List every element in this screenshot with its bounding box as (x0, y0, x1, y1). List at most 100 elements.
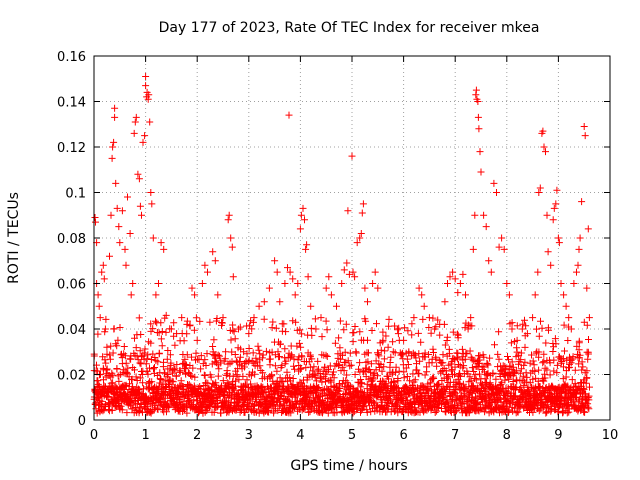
data-point (190, 326, 198, 334)
data-point (276, 353, 283, 361)
data-point (331, 339, 339, 347)
data-point (235, 376, 243, 384)
data-point (229, 326, 237, 334)
data-point (214, 397, 222, 404)
data-point (164, 347, 172, 354)
data-point (330, 368, 337, 376)
data-point (363, 408, 371, 416)
data-point (207, 373, 215, 381)
data-point (211, 358, 219, 366)
data-point (105, 406, 113, 413)
data-point (272, 324, 280, 332)
data-point (154, 358, 162, 366)
x-axis-label: GPS time / hours (290, 458, 407, 474)
data-point (245, 356, 253, 364)
data-point (157, 319, 165, 327)
data-point (182, 364, 190, 372)
data-point (109, 349, 117, 357)
data-point (123, 368, 131, 376)
data-point (135, 314, 143, 322)
data-point (108, 406, 116, 414)
data-point (146, 364, 153, 372)
data-point (296, 326, 304, 334)
data-point (325, 366, 332, 374)
data-point (128, 405, 136, 413)
data-point (357, 383, 365, 391)
data-point (156, 379, 164, 387)
data-point (297, 364, 305, 372)
data-point (282, 328, 290, 336)
data-point (98, 397, 106, 405)
data-point (158, 328, 166, 335)
data-point (269, 318, 277, 326)
data-point (169, 369, 177, 377)
data-point (289, 317, 297, 325)
data-point (356, 359, 364, 367)
data-point (349, 338, 357, 346)
data-point (192, 349, 200, 357)
data-point (147, 320, 155, 328)
x-tick-label: 3 (245, 428, 253, 443)
data-point (266, 355, 274, 363)
data-point (327, 378, 335, 386)
data-point (245, 345, 253, 352)
data-point (321, 363, 329, 371)
data-point (349, 409, 357, 417)
data-point (147, 339, 155, 347)
data-point (305, 408, 313, 416)
data-point (228, 348, 236, 356)
y-tick-label: 0.02 (57, 369, 86, 384)
x-tick-label: 5 (348, 428, 356, 443)
data-point (287, 409, 295, 417)
data-point (116, 324, 124, 331)
data-point (262, 347, 270, 355)
data-point (140, 355, 148, 363)
data-point (117, 402, 125, 410)
data-point (307, 324, 315, 332)
data-point (247, 380, 255, 388)
data-point (107, 342, 115, 350)
x-tick-label: 6 (399, 428, 407, 443)
data-point (297, 343, 305, 351)
data-point (106, 355, 114, 363)
data-point (352, 349, 360, 357)
data-point (346, 349, 354, 357)
data-point (259, 369, 267, 377)
data-point (142, 360, 150, 368)
data-point (356, 328, 364, 336)
data-point (120, 343, 128, 350)
data-point (163, 355, 171, 363)
data-point (183, 409, 191, 417)
data-point (201, 408, 209, 416)
data-point (354, 404, 362, 412)
data-point (186, 321, 194, 329)
data-point (249, 349, 257, 357)
data-point (274, 383, 282, 391)
data-point (157, 335, 165, 343)
data-point (201, 372, 209, 379)
data-point (367, 393, 375, 401)
data-point (149, 325, 157, 333)
data-point (115, 377, 123, 385)
data-point (336, 393, 344, 401)
y-tick-label: 0.08 (57, 232, 86, 247)
data-point (162, 328, 170, 336)
data-point (290, 355, 298, 363)
data-point (239, 372, 247, 380)
data-point (252, 354, 260, 362)
data-point (360, 368, 367, 376)
data-point (132, 344, 140, 352)
data-point (315, 365, 322, 373)
data-point (221, 355, 229, 363)
data-point (252, 397, 260, 405)
data-point (156, 375, 164, 383)
data-point (110, 325, 118, 333)
data-point (340, 367, 348, 375)
y-tick-label: 0.1 (65, 187, 86, 202)
data-point (248, 325, 256, 333)
data-point (271, 362, 279, 370)
data-point (118, 406, 126, 414)
data-point (216, 352, 223, 360)
data-point (173, 361, 181, 368)
